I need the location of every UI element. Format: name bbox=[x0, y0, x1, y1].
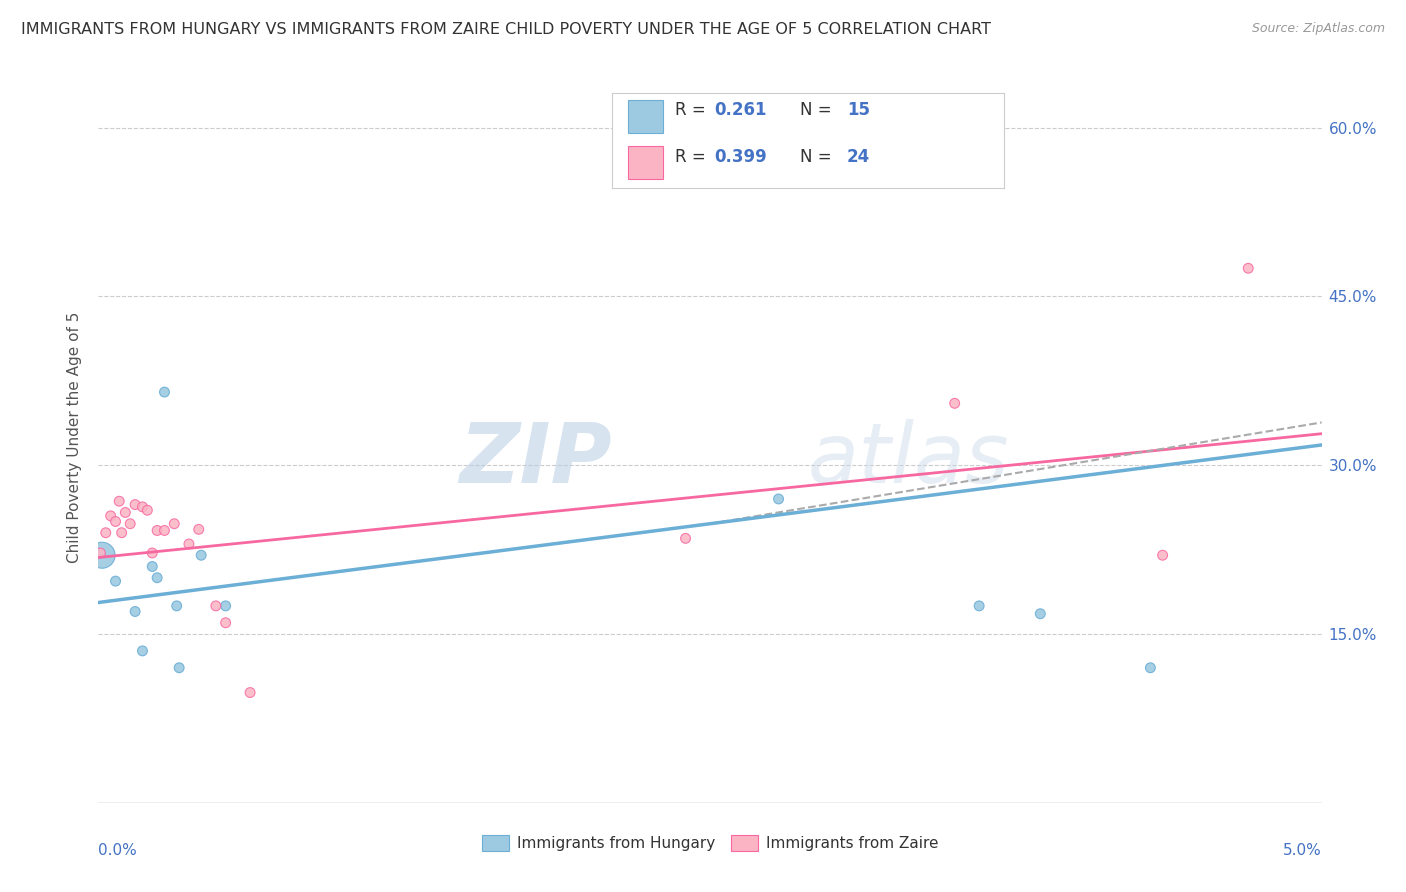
Point bbox=[94, 525, 117, 540]
Point bbox=[131, 644, 153, 658]
Point bbox=[1139, 661, 1161, 675]
Point bbox=[187, 522, 209, 536]
Point bbox=[214, 599, 236, 613]
Point bbox=[124, 605, 146, 619]
Point bbox=[177, 537, 200, 551]
Point bbox=[190, 548, 212, 562]
Point bbox=[675, 532, 697, 546]
Point bbox=[943, 396, 966, 410]
Point bbox=[146, 571, 169, 585]
Point bbox=[239, 685, 262, 699]
Point bbox=[114, 506, 136, 520]
Point bbox=[100, 508, 122, 523]
Text: ZIP: ZIP bbox=[460, 418, 612, 500]
Text: 0.0%: 0.0% bbox=[98, 843, 138, 858]
Point bbox=[89, 546, 111, 560]
Text: IMMIGRANTS FROM HUNGARY VS IMMIGRANTS FROM ZAIRE CHILD POVERTY UNDER THE AGE OF : IMMIGRANTS FROM HUNGARY VS IMMIGRANTS FR… bbox=[21, 22, 991, 37]
Point bbox=[104, 574, 127, 588]
Point bbox=[768, 491, 790, 506]
Point bbox=[153, 385, 176, 400]
Text: Source: ZipAtlas.com: Source: ZipAtlas.com bbox=[1251, 22, 1385, 36]
Point bbox=[111, 525, 134, 540]
Point bbox=[1237, 261, 1260, 276]
Text: atlas: atlas bbox=[808, 418, 1010, 500]
Y-axis label: Child Poverty Under the Age of 5: Child Poverty Under the Age of 5 bbox=[66, 311, 82, 563]
Point bbox=[131, 500, 153, 514]
Point bbox=[141, 546, 163, 560]
Point bbox=[166, 599, 188, 613]
Point bbox=[153, 524, 176, 538]
Point bbox=[104, 515, 127, 529]
Point bbox=[120, 516, 142, 531]
Point bbox=[141, 559, 163, 574]
Point bbox=[167, 661, 190, 675]
Point bbox=[1152, 548, 1174, 562]
Point bbox=[163, 516, 186, 531]
Point bbox=[136, 503, 159, 517]
Point bbox=[1029, 607, 1052, 621]
Point bbox=[967, 599, 990, 613]
Legend: Immigrants from Hungary, Immigrants from Zaire: Immigrants from Hungary, Immigrants from… bbox=[475, 830, 945, 857]
Point bbox=[205, 599, 228, 613]
Point bbox=[214, 615, 236, 630]
Point bbox=[91, 548, 114, 562]
Point bbox=[108, 494, 131, 508]
Point bbox=[124, 498, 146, 512]
Point bbox=[146, 524, 169, 538]
Text: 5.0%: 5.0% bbox=[1282, 843, 1322, 858]
